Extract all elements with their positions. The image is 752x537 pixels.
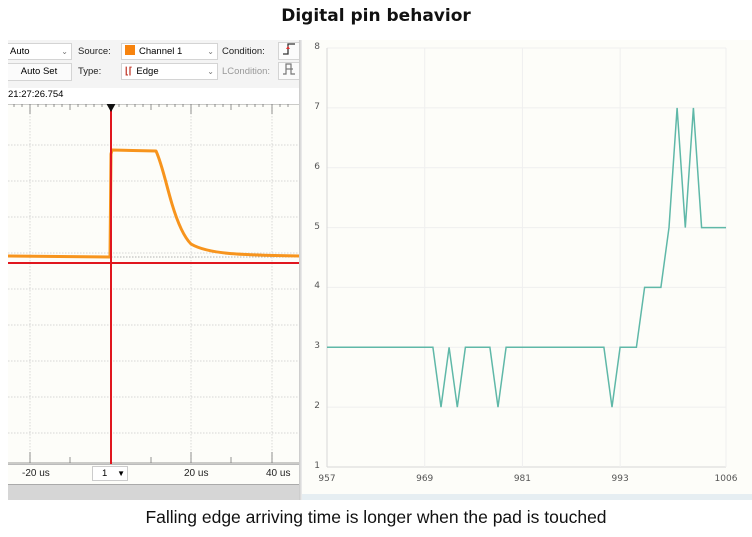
trigger-timestamp: 21:27:26.754 — [8, 88, 300, 104]
chevron-down-icon: ⌄ — [207, 67, 214, 76]
x-tick-label: 969 — [416, 474, 434, 484]
channel-spinbox[interactable]: 1 ▼ — [92, 466, 128, 481]
panel-edge-shadow — [299, 40, 302, 500]
rising-edge-icon — [283, 43, 295, 55]
source-value: Channel 1 — [139, 46, 183, 57]
scope-status-bar — [8, 484, 300, 500]
source-label: Source: — [78, 46, 111, 57]
lcondition-label: LCondition: — [222, 66, 271, 77]
mode-select[interactable]: Auto ⌄ — [8, 43, 72, 60]
condition-label: Condition: — [222, 46, 265, 57]
mode-value: Auto — [10, 46, 30, 57]
figure-caption: Falling edge arriving time is longer whe… — [145, 507, 607, 527]
x-tick-label: 993 — [611, 474, 629, 484]
y-tick-label: 6 — [314, 161, 320, 172]
x-tick-label: 1006 — [714, 474, 738, 484]
y-tick-label: 8 — [314, 42, 320, 52]
type-label: Type: — [78, 66, 102, 77]
x-label-40: 40 us — [266, 468, 291, 479]
type-select[interactable]: ⌊⌈ Edge ⌄ — [121, 63, 218, 80]
spin-value: 1 — [102, 468, 108, 479]
chevron-down-icon: ⌄ — [61, 47, 68, 56]
type-value: Edge — [136, 66, 159, 77]
y-tick-label: 1 — [314, 461, 320, 471]
oscilloscope-panel: Auto ⌄ Auto Set Source: Channel 1 ⌄ Type… — [8, 40, 300, 500]
edge-icon: ⌊⌈ — [125, 66, 133, 77]
auto-set-button[interactable]: Auto Set — [8, 63, 72, 81]
y-tick-label: 5 — [314, 221, 320, 232]
scope-plot-area[interactable] — [8, 103, 300, 464]
x-tick-label: 957 — [318, 474, 336, 484]
x-tick-label: 981 — [513, 474, 532, 484]
chart-bottom-strip — [302, 494, 752, 500]
figure-title: Digital pin behavior — [281, 6, 471, 26]
y-tick-label: 3 — [314, 341, 320, 352]
pulse-icon — [283, 63, 295, 75]
scope-x-axis: -20 us 1 ▼ 20 us 40 us — [8, 464, 300, 485]
chevron-down-icon: ⌄ — [207, 47, 214, 56]
rising-edge-condition-button[interactable] — [278, 42, 300, 60]
pulse-condition-button[interactable] — [278, 62, 300, 80]
y-tick-label: 7 — [314, 101, 320, 112]
trigger-marker-icon — [106, 103, 116, 112]
line-chart-panel: 1 2 3 4 5 6 7 8 957 969 981 993 1006 — [299, 40, 752, 500]
dropdown-arrow-icon: ▼ — [117, 469, 125, 478]
x-label-minus20: -20 us — [22, 468, 50, 479]
data-series-line — [327, 107, 726, 408]
channel-color-swatch — [125, 45, 135, 55]
y-tick-label: 2 — [314, 401, 320, 412]
y-tick-label: 4 — [314, 281, 320, 292]
scope-waveform — [8, 103, 300, 464]
x-label-20: 20 us — [184, 468, 209, 479]
source-select[interactable]: Channel 1 ⌄ — [121, 43, 218, 60]
touch-value-line-chart — [326, 47, 727, 468]
